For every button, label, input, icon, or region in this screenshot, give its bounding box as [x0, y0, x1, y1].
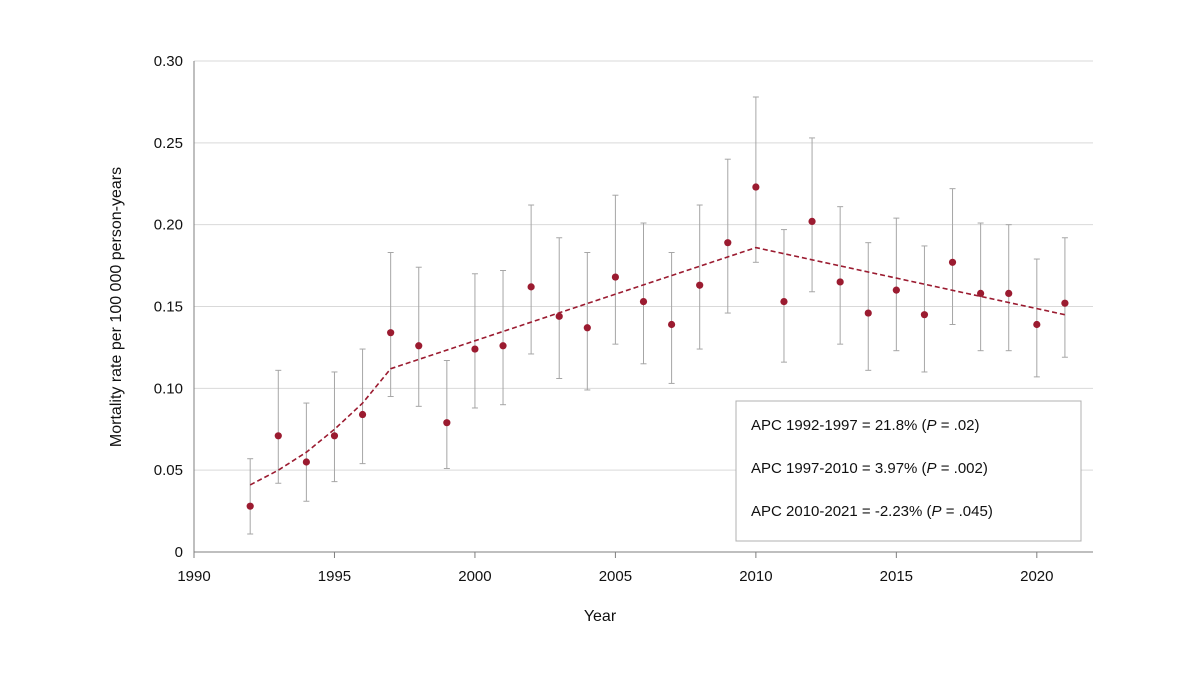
- error-bar-1995: [331, 371, 338, 483]
- data-point-2006: [639, 297, 648, 306]
- data-point-2016: [920, 311, 929, 319]
- x-tick-label-6: 2020: [1020, 568, 1053, 585]
- data-point-2015: [892, 286, 900, 294]
- axes: [193, 61, 1093, 558]
- data-point-2000: [471, 345, 479, 353]
- error-bar-2014: [865, 242, 872, 371]
- data-points: [246, 183, 1069, 510]
- error-bar-2020: [1033, 258, 1040, 378]
- y-tick-label-0: 0: [175, 544, 183, 561]
- x-tick-label-2: 2000: [458, 568, 491, 585]
- y-tick-label-5: 0.25: [154, 135, 183, 152]
- error-bar-2015: [893, 217, 900, 352]
- error-bar-2016: [921, 245, 928, 373]
- apc-annotation-box: APC 1992-1997 = 21.8% (P = .02) APC 1997…: [735, 400, 1082, 542]
- trend-lines: [249, 246, 1066, 486]
- error-bar-2002: [528, 204, 535, 355]
- error-bar-2011: [780, 229, 787, 363]
- error-bar-2019: [1005, 224, 1012, 352]
- data-point-2003: [555, 312, 563, 320]
- data-point-2013: [836, 278, 844, 286]
- data-point-1992: [246, 502, 254, 510]
- error-bar-2006: [640, 222, 647, 365]
- data-point-1997: [387, 329, 395, 337]
- error-bar-2001: [500, 269, 507, 406]
- error-bar-2012: [809, 137, 816, 293]
- data-point-2012: [808, 217, 816, 225]
- error-bar-1993: [275, 369, 282, 484]
- data-point-2005: [611, 273, 620, 281]
- data-point-2009: [724, 239, 732, 247]
- apc-annotation-3: APC 2010-2021 = -2.23% (P = .045): [751, 503, 993, 520]
- data-point-1994: [302, 458, 310, 466]
- data-point-2008: [696, 281, 704, 289]
- x-axis-title: Year: [584, 608, 617, 625]
- data-point-2007: [667, 320, 676, 329]
- joinpoint-trend-line: [249, 246, 1066, 486]
- y-tick-label-3: 0.15: [154, 299, 183, 316]
- error-bar-1999: [443, 360, 450, 470]
- y-tick-label-2: 0.10: [154, 380, 183, 397]
- x-tick-label-1: 1995: [318, 568, 351, 585]
- y-tick-label-4: 0.20: [154, 217, 183, 234]
- data-point-2002: [527, 283, 535, 291]
- error-bar-2010: [752, 96, 759, 263]
- data-point-1995: [330, 432, 339, 440]
- x-tick-label-3: 2005: [599, 568, 632, 585]
- error-bar-1992: [247, 458, 254, 535]
- error-bar-1997: [387, 251, 394, 398]
- apc-annotation-1: APC 1992-1997 = 21.8% (P = .02): [751, 417, 980, 434]
- error-bar-2021: [1061, 237, 1068, 358]
- data-point-2020: [1033, 320, 1041, 329]
- error-bar-2007: [668, 251, 675, 384]
- y-tick-label-1: 0.05: [154, 462, 183, 479]
- x-tick-label-0: 1990: [177, 568, 210, 585]
- error-bars: [247, 96, 1068, 535]
- error-bar-2017: [949, 188, 956, 326]
- data-point-2014: [864, 309, 872, 317]
- data-point-2011: [780, 297, 788, 306]
- data-point-2018: [977, 289, 985, 298]
- y-tick-label-6: 0.30: [154, 53, 183, 70]
- data-point-1996: [358, 410, 367, 419]
- error-bar-2005: [612, 194, 619, 345]
- error-bar-2013: [837, 206, 844, 345]
- data-point-2021: [1061, 299, 1069, 307]
- data-point-2001: [499, 342, 507, 350]
- data-point-2010: [752, 183, 760, 191]
- x-tick-label-4: 2010: [739, 568, 772, 585]
- annotation-box-border: [735, 400, 1082, 542]
- data-point-2004: [583, 324, 591, 332]
- error-bar-2004: [584, 251, 591, 391]
- error-bar-1996: [359, 348, 366, 465]
- data-point-2019: [1005, 289, 1013, 298]
- error-bar-2008: [696, 204, 703, 350]
- error-bar-2003: [556, 237, 563, 380]
- error-bar-1998: [415, 266, 422, 407]
- apc-annotation-2: APC 1997-2010 = 3.97% (P = .002): [751, 460, 988, 477]
- x-tick-label-5: 2015: [880, 568, 913, 585]
- error-bar-2018: [977, 222, 984, 352]
- data-point-1993: [274, 432, 282, 440]
- data-point-1998: [415, 342, 423, 350]
- error-bar-2009: [724, 158, 731, 314]
- y-axis-title: Mortality rate per 100 000 person-years: [108, 167, 125, 447]
- data-point-2017: [948, 258, 957, 266]
- data-point-1999: [443, 419, 451, 427]
- tick-labels: 0 0.05 0.10 0.15 0.20 0.25 0.30 1990 1995 2000 200…: [154, 53, 1054, 585]
